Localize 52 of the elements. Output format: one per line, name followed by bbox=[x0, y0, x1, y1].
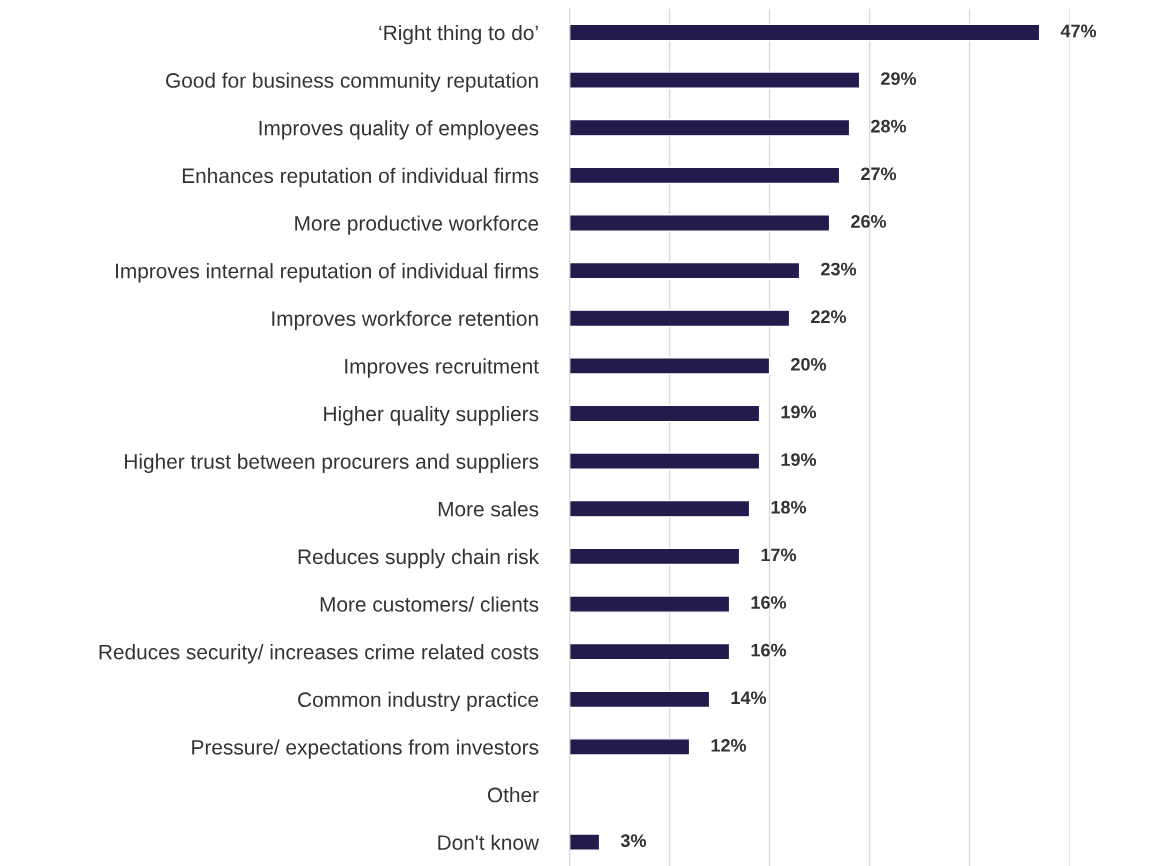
bar bbox=[569, 595, 731, 613]
data-label: 47% bbox=[1060, 24, 1097, 38]
data-label: 26% bbox=[851, 215, 887, 228]
data-label: 29% bbox=[881, 72, 917, 85]
bar bbox=[569, 261, 801, 280]
bar bbox=[569, 499, 751, 518]
data-label: 19% bbox=[781, 405, 817, 419]
bar bbox=[569, 23, 1041, 42]
y-tick-label: Improves internal reputation of individual firms bbox=[116, 263, 539, 283]
y-tick-label: More productive workforce bbox=[295, 215, 539, 235]
bar bbox=[569, 642, 731, 661]
y-tick-label: Don't know bbox=[438, 834, 540, 850]
bar bbox=[569, 833, 601, 851]
y-tick-label: Good for business community reputation bbox=[166, 72, 538, 92]
y-tick-label: Other bbox=[487, 787, 539, 803]
data-label: 18% bbox=[771, 500, 807, 514]
y-tick-label: ‘Right thing to do’ bbox=[379, 24, 538, 45]
bar bbox=[569, 404, 761, 423]
data-label: 16% bbox=[751, 643, 787, 657]
y-tick-label: More customers/ clients bbox=[320, 596, 539, 612]
y-tick-label: Higher quality suppliers bbox=[324, 405, 539, 426]
bar bbox=[569, 71, 861, 89]
y-tick-label: Enhances reputation of individual firms bbox=[182, 167, 539, 188]
bar bbox=[569, 214, 831, 232]
y-tick-label: Reduces security/ increases crime related costs bbox=[99, 644, 539, 664]
data-label: 17% bbox=[761, 548, 797, 562]
y-tick-label: Common industry practice bbox=[298, 691, 539, 712]
data-label: 22% bbox=[811, 310, 847, 324]
y-tick-label: Improves workforce retention bbox=[272, 310, 538, 331]
bar bbox=[569, 166, 841, 185]
bar bbox=[569, 738, 691, 756]
y-tick-label: Improves recruitment bbox=[345, 358, 539, 378]
bar bbox=[569, 118, 851, 137]
bar bbox=[569, 547, 741, 566]
bar bbox=[569, 357, 771, 375]
y-tick-label: More sales bbox=[438, 501, 539, 517]
y-tick-label: Improves quality of employees bbox=[259, 120, 539, 140]
data-label: 12% bbox=[711, 738, 747, 752]
data-label: 14% bbox=[731, 691, 767, 705]
data-label: 16% bbox=[751, 596, 787, 609]
bar bbox=[569, 309, 791, 328]
y-tick-label: Pressure/ expectations from investors bbox=[192, 739, 539, 759]
data-label: 28% bbox=[871, 119, 907, 133]
bar bbox=[569, 452, 761, 470]
data-label: 3% bbox=[620, 834, 647, 848]
data-label: 19% bbox=[781, 453, 817, 466]
y-tick-label: Higher trust between procurers and suppliers bbox=[125, 453, 539, 474]
bar bbox=[569, 690, 711, 709]
data-label: 27% bbox=[861, 167, 897, 181]
y-tick-label: Reduces supply chain risk bbox=[298, 548, 540, 569]
data-label: 20% bbox=[791, 357, 827, 371]
data-label: 23% bbox=[821, 262, 857, 276]
